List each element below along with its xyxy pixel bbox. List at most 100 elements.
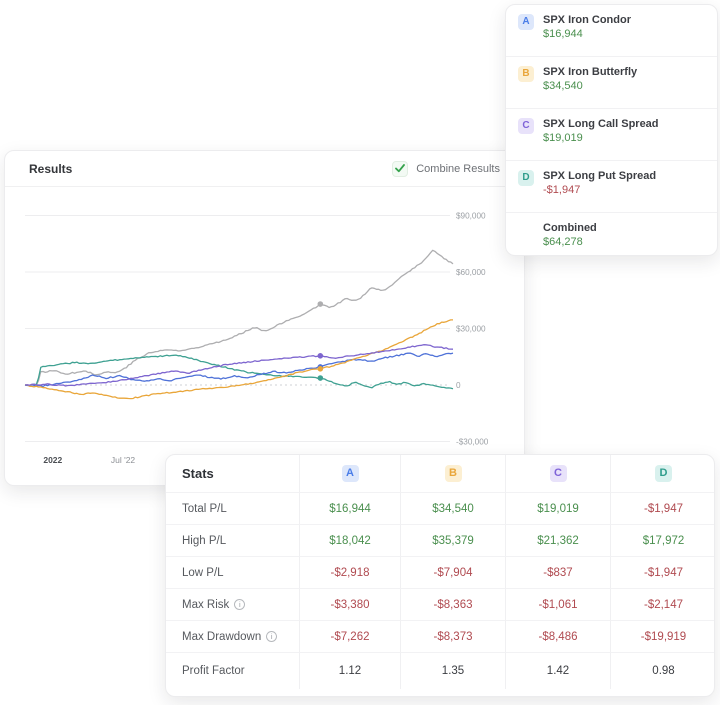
stat-value: 1.42: [505, 653, 610, 689]
legend-item-B[interactable]: B SPX Iron Butterfly $34,540: [506, 57, 717, 109]
stat-row-label: Total P/L: [166, 493, 299, 525]
stat-value: $35,379: [400, 525, 505, 557]
check-icon: [395, 164, 406, 173]
legend-list: A SPX Iron Condor $16,944 B SPX Iron Butterf…: [506, 5, 717, 255]
stat-value: -$8,363: [400, 589, 505, 621]
stat-row-label-text: Total P/L: [182, 502, 227, 515]
legend-item-value: $34,540: [543, 80, 583, 92]
stat-row-label-text: Max Risk: [182, 598, 230, 611]
stat-row-label: Max Drawdown i: [166, 621, 299, 653]
series-line-combined: [25, 249, 454, 387]
stat-value: -$1,947: [610, 493, 714, 525]
strategy-badge-A: A: [518, 14, 534, 30]
stat-row-label: Max Risk i: [166, 589, 299, 621]
legend-item-value: $19,019: [543, 132, 583, 144]
series-line-B: [24, 319, 453, 400]
stat-value: -$2,918: [299, 557, 400, 589]
column-header-A: A: [299, 455, 400, 493]
series-line-C: [24, 344, 454, 387]
column-badge-B: B: [444, 465, 462, 482]
stat-value: $34,540: [400, 493, 505, 525]
stat-value: $19,019: [505, 493, 610, 525]
stat-value: -$7,904: [400, 557, 505, 589]
x-axis-label: Jul '22: [111, 455, 136, 465]
hover-marker-combined: [317, 301, 324, 307]
stat-row-label-text: High P/L: [182, 534, 227, 547]
stat-value: $17,972: [610, 525, 714, 557]
stat-value: -$8,373: [400, 621, 505, 653]
pl-chart[interactable]: $90,000 $60,000 $30,000 0 -$30,000 2022 Jul '2…: [5, 187, 524, 485]
stat-row-label-text: Low P/L: [182, 566, 224, 579]
stat-row-label: Profit Factor: [166, 653, 299, 689]
legend-item-texts: SPX Long Call Spread $19,019: [543, 118, 659, 160]
legend-item-texts: SPX Long Put Spread -$1,947: [543, 170, 656, 212]
stat-value: $18,042: [299, 525, 400, 557]
legend-item-value: -$1,947: [543, 184, 581, 196]
hover-marker-C: [317, 353, 324, 359]
stat-row-label-text: Profit Factor: [182, 665, 245, 677]
stat-row-label: Low P/L: [166, 557, 299, 589]
legend-item-value: $16,944: [543, 28, 583, 40]
info-icon[interactable]: i: [234, 599, 246, 610]
y-axis-label: 0: [456, 381, 461, 390]
legend-card: A SPX Iron Condor $16,944 B SPX Iron Butterf…: [505, 4, 718, 256]
stat-value: $16,944: [299, 493, 400, 525]
strategy-badge-C: C: [518, 118, 534, 134]
hover-marker-D: [317, 375, 324, 381]
legend-item-label: SPX Iron Condor: [543, 14, 631, 26]
results-card: Results Combine Results $90,000 $60,000 $3…: [4, 150, 525, 486]
stats-table: Stats A B C D Total P/L $16,944 $34,540 $19,019-…: [166, 455, 714, 689]
legend-item-texts: SPX Iron Butterfly $34,540: [543, 66, 637, 108]
y-axis-label: -$30,000: [456, 438, 489, 447]
combine-results-checkbox[interactable]: Combine Results: [392, 160, 500, 177]
y-axis-label: $60,000: [456, 268, 486, 277]
stat-value: -$7,262: [299, 621, 400, 653]
results-header: Results Combine Results: [5, 151, 524, 187]
column-header-C: C: [505, 455, 610, 493]
stat-value: -$1,947: [610, 557, 714, 589]
column-badge-C: C: [549, 465, 567, 482]
series-line-D: [24, 354, 454, 390]
legend-item-label: SPX Long Put Spread: [543, 170, 657, 182]
legend-item-texts: Combined $64,278: [543, 222, 597, 255]
legend-item-label: Combined: [543, 222, 597, 234]
column-header-B: B: [400, 455, 505, 493]
stat-value: -$2,147: [610, 589, 714, 621]
y-axis-label: $90,000: [456, 212, 486, 221]
info-icon[interactable]: i: [266, 631, 278, 642]
stat-value: 1.12: [299, 653, 400, 689]
stat-value: -$1,061: [505, 589, 610, 621]
legend-item-label: SPX Long Call Spread: [543, 118, 659, 130]
legend-item-label: SPX Iron Butterfly: [543, 66, 638, 78]
x-axis-label: 2022: [43, 455, 62, 465]
stat-row-label: High P/L: [166, 525, 299, 557]
hover-marker-B: [317, 366, 324, 372]
stat-row-label-text: Max Drawdown: [182, 630, 262, 643]
series-line-A: [24, 352, 454, 388]
legend-item-combined[interactable]: Combined $64,278: [506, 213, 717, 255]
stat-value: $21,362: [505, 525, 610, 557]
stats-card: Stats A B C D Total P/L $16,944 $34,540 $19,019-…: [165, 454, 715, 697]
legend-item-A[interactable]: A SPX Iron Condor $16,944: [506, 5, 717, 57]
legend-item-C[interactable]: C SPX Long Call Spread $19,019: [506, 109, 717, 161]
stats-title-cell: Stats: [166, 455, 299, 493]
column-header-D: D: [610, 455, 714, 493]
checkbox-box[interactable]: [392, 160, 409, 177]
strategy-badge-D: D: [518, 170, 534, 186]
legend-item-D[interactable]: D SPX Long Put Spread -$1,947: [506, 161, 717, 213]
column-badge-A: A: [341, 465, 359, 482]
stat-value: 0.98: [610, 653, 714, 689]
stat-value: -$8,486: [505, 621, 610, 653]
legend-item-texts: SPX Iron Condor $16,944: [543, 14, 631, 56]
stat-value: -$19,919: [610, 621, 714, 653]
stat-value: 1.35: [400, 653, 505, 689]
column-badge-D: D: [655, 465, 672, 482]
stats-title: Stats: [182, 466, 214, 481]
y-axis-label: $30,000: [456, 325, 486, 334]
legend-item-value: $64,278: [543, 236, 583, 248]
stat-value: -$3,380: [299, 589, 400, 621]
strategy-badge-B: B: [518, 66, 534, 82]
combine-results-label: Combine Results: [416, 162, 500, 175]
results-title: Results: [29, 161, 73, 176]
